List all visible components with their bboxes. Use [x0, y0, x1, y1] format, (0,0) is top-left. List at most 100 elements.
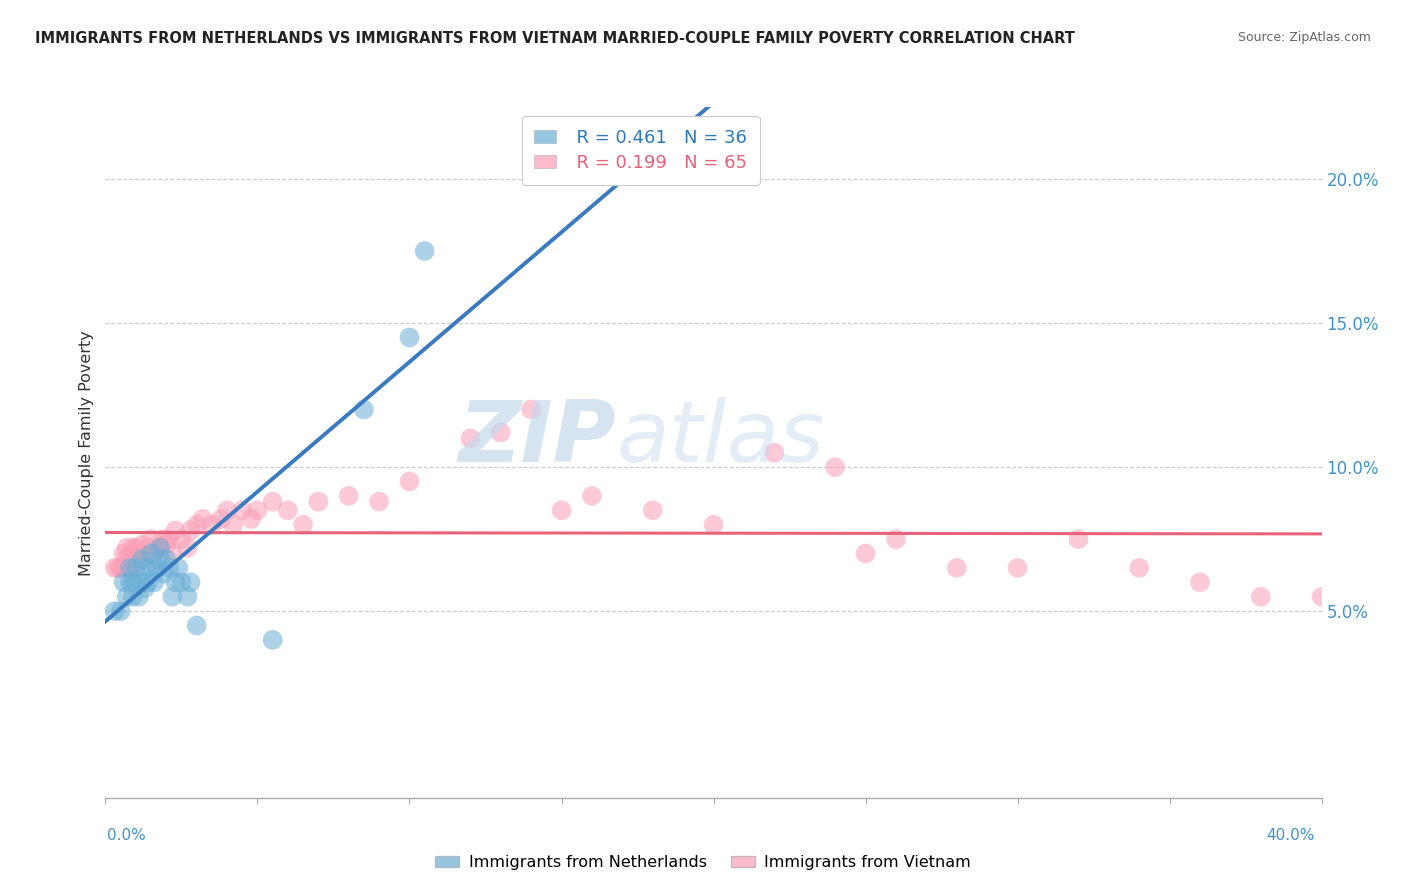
Point: [125, 561, 148, 575]
Point: [884, 532, 907, 546]
Point: [307, 494, 329, 508]
Point: [118, 547, 141, 561]
Point: [1067, 532, 1090, 546]
Point: [550, 503, 572, 517]
Point: [945, 561, 967, 575]
Point: [170, 575, 193, 590]
Point: [155, 552, 177, 566]
Point: [641, 503, 664, 517]
Point: [128, 547, 150, 561]
Point: [157, 561, 180, 575]
Point: [167, 561, 190, 575]
Point: [162, 547, 184, 561]
Point: [201, 517, 224, 532]
Point: [170, 532, 193, 546]
Legend:   R = 0.461   N = 36,   R = 0.199   N = 65: R = 0.461 N = 36, R = 0.199 N = 65: [522, 116, 759, 185]
Text: atlas: atlas: [616, 397, 824, 481]
Point: [353, 402, 375, 417]
Point: [131, 575, 153, 590]
Point: [128, 590, 150, 604]
Point: [149, 541, 172, 555]
Point: [112, 561, 135, 575]
Point: [115, 552, 138, 566]
Point: [152, 532, 174, 546]
Point: [398, 330, 420, 344]
Point: [146, 541, 169, 555]
Point: [162, 590, 184, 604]
Point: [107, 561, 129, 575]
Point: [139, 532, 162, 546]
Point: [165, 575, 187, 590]
Point: [118, 561, 141, 575]
Point: [1250, 590, 1272, 604]
Point: [763, 445, 786, 460]
Point: [262, 494, 284, 508]
Point: [125, 541, 148, 555]
Point: [702, 517, 725, 532]
Point: [112, 575, 135, 590]
Point: [152, 566, 174, 581]
Point: [1310, 590, 1333, 604]
Point: [337, 489, 360, 503]
Point: [855, 547, 877, 561]
Point: [143, 575, 166, 590]
Point: [131, 538, 153, 552]
Point: [136, 575, 159, 590]
Point: [139, 547, 162, 561]
Point: [246, 503, 269, 517]
Point: [191, 512, 214, 526]
Point: [134, 547, 156, 561]
Point: [146, 561, 169, 575]
Point: [292, 517, 315, 532]
Point: [277, 503, 299, 517]
Point: [1188, 575, 1211, 590]
Point: [209, 512, 232, 526]
Point: [240, 512, 263, 526]
Point: [121, 575, 143, 590]
Point: [115, 541, 138, 555]
Point: [489, 425, 512, 440]
Text: IMMIGRANTS FROM NETHERLANDS VS IMMIGRANTS FROM VIETNAM MARRIED-COUPLE FAMILY POV: IMMIGRANTS FROM NETHERLANDS VS IMMIGRANT…: [35, 31, 1076, 46]
Point: [134, 561, 156, 575]
Point: [143, 547, 166, 561]
Y-axis label: Married-Couple Family Poverty: Married-Couple Family Poverty: [79, 330, 94, 575]
Point: [118, 575, 141, 590]
Point: [125, 552, 148, 566]
Point: [121, 541, 143, 555]
Point: [180, 575, 202, 590]
Point: [180, 524, 202, 538]
Point: [1128, 561, 1150, 575]
Point: [186, 618, 208, 632]
Point: [136, 541, 159, 555]
Point: [118, 561, 141, 575]
Point: [139, 561, 162, 575]
Point: [134, 581, 156, 595]
Point: [131, 552, 153, 566]
Text: ZIP: ZIP: [458, 397, 616, 481]
Point: [103, 561, 125, 575]
Point: [157, 532, 180, 546]
Point: [581, 489, 603, 503]
Point: [186, 517, 208, 532]
Point: [176, 541, 198, 555]
Point: [262, 632, 284, 647]
Text: Source: ZipAtlas.com: Source: ZipAtlas.com: [1237, 31, 1371, 45]
Point: [155, 538, 177, 552]
Point: [231, 503, 253, 517]
Text: 40.0%: 40.0%: [1267, 829, 1315, 843]
Point: [125, 575, 148, 590]
Point: [368, 494, 391, 508]
Point: [131, 552, 153, 566]
Point: [824, 460, 846, 475]
Point: [217, 503, 239, 517]
Point: [110, 561, 132, 575]
Point: [520, 402, 543, 417]
Point: [112, 547, 135, 561]
Point: [413, 244, 436, 258]
Point: [165, 524, 187, 538]
Point: [176, 590, 198, 604]
Point: [1007, 561, 1029, 575]
Point: [149, 552, 172, 566]
Point: [110, 604, 132, 618]
Point: [458, 431, 481, 445]
